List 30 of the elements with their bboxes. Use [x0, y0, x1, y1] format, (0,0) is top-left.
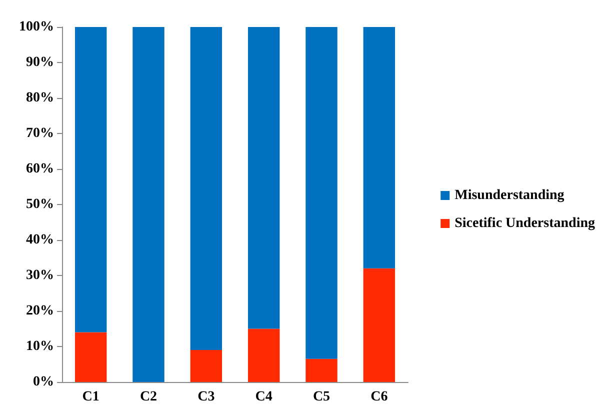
bar — [248, 328, 280, 382]
bar — [190, 350, 222, 382]
x-tick-label: C1 — [82, 390, 100, 404]
y-tick-label: 10% — [26, 339, 54, 354]
x-tick-label: C2 — [140, 390, 158, 404]
bar — [306, 358, 338, 382]
bar — [306, 27, 338, 359]
legend-label: Sicetific Understanding — [454, 216, 595, 231]
y-tick-label: 0% — [33, 374, 54, 390]
y-tick-label: 80% — [26, 90, 54, 106]
y-tick-label: 60% — [26, 162, 54, 176]
bar — [363, 268, 396, 382]
bar — [190, 27, 222, 350]
y-tick-label: 20% — [26, 304, 54, 318]
bar — [74, 27, 107, 332]
x-tick-label: C6 — [370, 390, 388, 404]
bar — [74, 332, 107, 382]
y-tick-label: 90% — [26, 55, 54, 70]
bar — [248, 27, 280, 329]
y-tick-label: 100% — [19, 20, 54, 34]
bar — [363, 27, 396, 268]
x-tick-label: C5 — [312, 390, 330, 404]
bar — [132, 27, 164, 382]
x-tick-label: C4 — [255, 390, 272, 404]
x-tick-label: C3 — [198, 390, 215, 404]
legend-label: Misunderstanding — [454, 188, 564, 203]
y-tick-label: 30% — [26, 268, 54, 283]
y-tick-label: 50% — [26, 197, 54, 212]
y-tick-label: 70% — [26, 126, 54, 141]
y-tick-label: 40% — [26, 232, 54, 248]
